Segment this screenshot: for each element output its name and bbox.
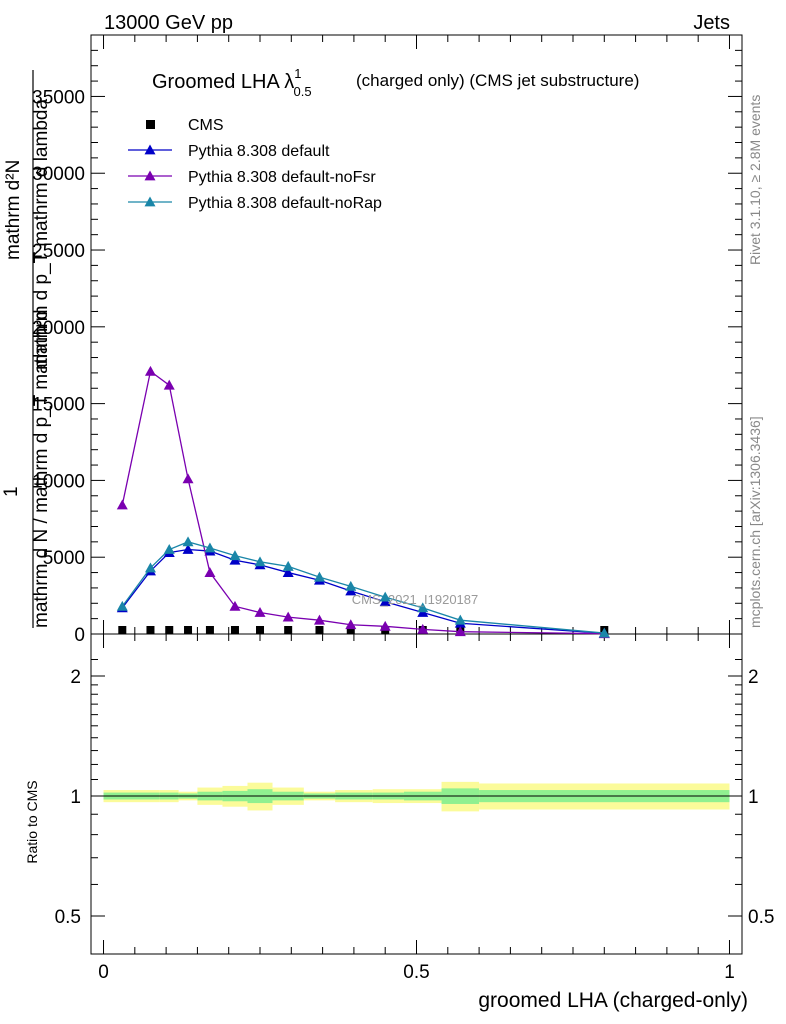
series-point — [116, 499, 128, 510]
main-y-tick-label: 0 — [74, 625, 85, 646]
series-point — [204, 567, 216, 577]
legend-marker — [144, 144, 156, 155]
ratio-y-tick-label-right: 0.5 — [748, 907, 774, 928]
data-point — [184, 626, 193, 634]
ratio-y-tick-label: 2 — [70, 667, 81, 688]
series-point — [254, 556, 266, 567]
title-rest: (charged only) (CMS jet substructure) — [356, 71, 639, 90]
series-point — [313, 614, 325, 625]
series-point — [144, 365, 156, 376]
legend-entry: Pythia 8.308 default — [128, 143, 330, 160]
header-right: Jets — [693, 12, 730, 34]
title-superscript: 1 — [294, 66, 301, 81]
x-tick-label: 0.5 — [403, 962, 429, 983]
legend-label: CMS — [188, 117, 224, 134]
legend-entry: Pythia 8.308 default-noRap — [128, 195, 382, 212]
ratio-x-ticks: 0 0.5 1 — [98, 634, 735, 983]
series-point — [254, 606, 266, 617]
series-point — [379, 591, 391, 602]
series-point — [163, 544, 175, 554]
series-point — [229, 550, 241, 561]
x-tick-label: 0 — [98, 962, 109, 983]
ratio-y-tick-label: 1 — [70, 787, 81, 808]
legend-marker — [146, 120, 155, 129]
ylabel-top: mathrm d²N — [3, 160, 24, 260]
series-point — [204, 542, 216, 553]
legend-entry: Pythia 8.308 default-noFsr — [128, 169, 376, 186]
data-point — [118, 626, 127, 634]
header-left: 13000 GeV pp — [104, 12, 233, 34]
main-y-ticks: 0 5000 10000 15000 20000 25000 30000 35000 — [32, 34, 742, 646]
series-point — [282, 611, 294, 622]
ylabel-one: 1 — [1, 486, 22, 497]
legend-marker — [144, 170, 156, 181]
series-point — [345, 619, 357, 630]
legend: CMS Pythia 8.308 default Pythia 8.308 defa… — [128, 117, 382, 212]
ratio-y-ticks: 0.5 0.5 1 1 2 2 — [55, 658, 774, 928]
legend-label: Pythia 8.308 default-noRap — [188, 195, 382, 212]
rivet-label: Rivet 3.1.10, ≥ 2.8M events — [747, 95, 763, 265]
ylabel-bottom: mathrm d N / mathrm d p_T mathrm d — [31, 309, 52, 628]
series-point — [598, 627, 610, 638]
series-point — [417, 602, 429, 613]
data-point — [205, 626, 214, 634]
svg-text:Groomed LHA λ10.5: Groomed LHA λ1 0.5 — [152, 66, 312, 99]
ratio-y-axis-label: Ratio to CMS — [24, 780, 40, 863]
title-subscript: 0.5 — [294, 84, 312, 99]
main-y-tick-label: 5000 — [43, 548, 85, 569]
series-point — [282, 567, 294, 577]
title-main: Groomed LHA λ — [152, 71, 294, 93]
ratio-y-tick-label: 0.5 — [55, 907, 81, 928]
legend-marker — [144, 196, 156, 207]
main-y-tick-label: 10000 — [32, 471, 85, 492]
ratio-y-tick-label-right: 2 — [748, 667, 759, 688]
series-point — [163, 379, 175, 390]
series-line — [121, 370, 605, 635]
series-point — [182, 544, 194, 554]
series-3 — [116, 536, 610, 638]
series-point — [116, 600, 128, 611]
ratio-y-tick-label-right: 1 — [748, 787, 759, 808]
series-point — [182, 536, 194, 547]
series-point — [454, 626, 466, 637]
data-point — [146, 626, 155, 634]
series-line — [121, 541, 605, 634]
analysis-watermark: CMS_2021_I1920187 — [352, 592, 479, 607]
legend-label: Pythia 8.308 default — [188, 143, 330, 160]
main-y-tick-label: 25000 — [32, 241, 85, 262]
series-point — [182, 473, 194, 484]
series-layer — [116, 365, 610, 639]
x-tick-label: 1 — [724, 962, 735, 983]
ratio-bands — [103, 781, 730, 812]
plot-title: Groomed LHA λ1 0.5 (charged only) (CMS je… — [152, 66, 639, 99]
data-point — [284, 626, 293, 634]
series-point — [345, 580, 357, 591]
x-axis-label: groomed LHA (charged-only) — [478, 989, 748, 1012]
series-point — [417, 623, 429, 634]
data-point — [315, 626, 324, 634]
series-2 — [116, 365, 610, 639]
series-point — [454, 614, 466, 625]
series-point — [282, 560, 294, 571]
legend-label: Pythia 8.308 default-noFsr — [188, 169, 376, 186]
series-point — [144, 562, 156, 573]
data-point — [256, 626, 265, 634]
ylabel-top-denominator: mathrm d p_T mathrm d lambda — [31, 99, 52, 370]
mcplots-label: mcplots.cern.ch [arXiv:1306.3436] — [747, 416, 763, 628]
series-point — [229, 600, 241, 611]
main-y-tick-label: 35000 — [32, 87, 85, 108]
main-y-tick-label: 20000 — [32, 318, 85, 339]
series-point — [313, 571, 325, 582]
legend-entry: CMS — [146, 117, 224, 134]
main-y-axis-label: mathrm d²N mathrm d p_T mathrm d lambda … — [1, 70, 52, 628]
main-y-tick-label: 15000 — [32, 395, 85, 416]
data-point — [165, 626, 174, 634]
series-point — [379, 620, 391, 631]
data-point — [230, 626, 239, 634]
main-y-tick-label: 30000 — [32, 164, 85, 185]
data-point — [346, 626, 355, 634]
